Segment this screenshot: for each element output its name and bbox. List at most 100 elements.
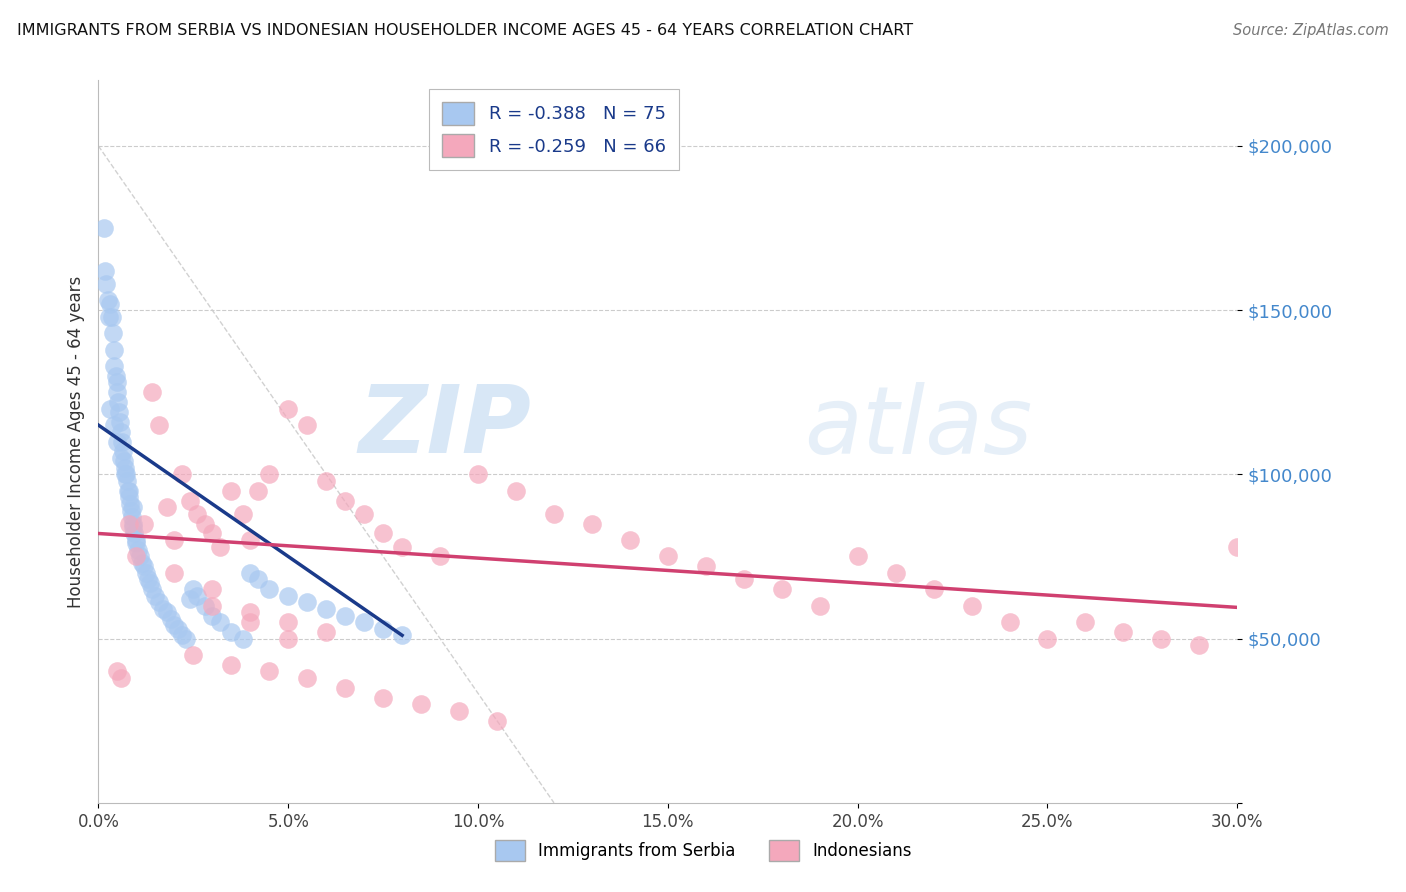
Point bbox=[371, 690, 394, 705]
Point bbox=[118, 516, 141, 531]
Point bbox=[100, 310, 122, 324]
Point bbox=[152, 602, 174, 616]
Point bbox=[1036, 632, 1059, 646]
Point bbox=[884, 566, 907, 580]
Point bbox=[770, 582, 793, 597]
Point bbox=[486, 714, 509, 728]
Point bbox=[108, 405, 131, 419]
Point bbox=[429, 549, 451, 564]
Point bbox=[163, 618, 186, 632]
Point bbox=[124, 526, 146, 541]
Point bbox=[239, 605, 262, 619]
Point bbox=[122, 520, 145, 534]
Point bbox=[131, 556, 153, 570]
Point bbox=[846, 549, 869, 564]
Point bbox=[1150, 632, 1173, 646]
Point bbox=[259, 582, 281, 597]
Point bbox=[391, 628, 413, 642]
Point bbox=[232, 507, 254, 521]
Point bbox=[156, 500, 179, 515]
Point bbox=[135, 566, 157, 580]
Point bbox=[194, 599, 217, 613]
Text: IMMIGRANTS FROM SERBIA VS INDONESIAN HOUSEHOLDER INCOME AGES 45 - 64 YEARS CORRE: IMMIGRANTS FROM SERBIA VS INDONESIAN HOU… bbox=[17, 23, 912, 38]
Point bbox=[156, 605, 179, 619]
Point bbox=[998, 615, 1021, 630]
Point bbox=[148, 595, 170, 609]
Point bbox=[315, 474, 337, 488]
Point bbox=[922, 582, 945, 597]
Point bbox=[733, 573, 755, 587]
Point bbox=[141, 385, 163, 400]
Point bbox=[179, 592, 201, 607]
Point bbox=[447, 704, 470, 718]
Point bbox=[145, 589, 167, 603]
Point bbox=[808, 599, 831, 613]
Point bbox=[136, 573, 159, 587]
Point bbox=[208, 615, 231, 630]
Point bbox=[167, 622, 190, 636]
Point bbox=[159, 612, 181, 626]
Legend: R = -0.388   N = 75, R = -0.259   N = 66: R = -0.388 N = 75, R = -0.259 N = 66 bbox=[429, 89, 679, 170]
Point bbox=[371, 526, 394, 541]
Point bbox=[335, 493, 357, 508]
Point bbox=[391, 540, 413, 554]
Point bbox=[107, 665, 129, 679]
Point bbox=[170, 628, 193, 642]
Point bbox=[505, 483, 527, 498]
Point bbox=[371, 622, 394, 636]
Point bbox=[194, 516, 217, 531]
Point bbox=[115, 474, 138, 488]
Point bbox=[105, 376, 128, 390]
Point bbox=[239, 566, 262, 580]
Point bbox=[315, 625, 337, 640]
Legend: Immigrants from Serbia, Indonesians: Immigrants from Serbia, Indonesians bbox=[488, 833, 918, 868]
Point bbox=[201, 608, 224, 623]
Point bbox=[114, 460, 136, 475]
Point bbox=[174, 632, 197, 646]
Point bbox=[246, 483, 269, 498]
Point bbox=[297, 671, 319, 685]
Point bbox=[277, 632, 299, 646]
Point bbox=[118, 483, 141, 498]
Point bbox=[118, 497, 141, 511]
Y-axis label: Householder Income Ages 45 - 64 years: Householder Income Ages 45 - 64 years bbox=[66, 276, 84, 607]
Point bbox=[98, 296, 121, 310]
Point bbox=[110, 425, 132, 439]
Point bbox=[93, 221, 115, 235]
Point bbox=[112, 444, 135, 458]
Point bbox=[111, 434, 134, 449]
Point bbox=[121, 500, 143, 515]
Point bbox=[98, 310, 121, 324]
Point bbox=[353, 615, 375, 630]
Point bbox=[297, 418, 319, 433]
Point bbox=[125, 536, 148, 550]
Point bbox=[353, 507, 375, 521]
Point bbox=[1188, 638, 1211, 652]
Point bbox=[141, 582, 163, 597]
Point bbox=[114, 467, 136, 482]
Point bbox=[201, 582, 224, 597]
Point bbox=[960, 599, 983, 613]
Point bbox=[97, 293, 120, 308]
Point bbox=[125, 549, 148, 564]
Point bbox=[581, 516, 603, 531]
Point bbox=[695, 559, 717, 574]
Point bbox=[112, 454, 135, 468]
Text: Source: ZipAtlas.com: Source: ZipAtlas.com bbox=[1233, 23, 1389, 38]
Point bbox=[221, 483, 243, 498]
Point bbox=[110, 415, 132, 429]
Point bbox=[297, 595, 319, 609]
Point bbox=[259, 665, 281, 679]
Point bbox=[259, 467, 281, 482]
Point bbox=[107, 385, 129, 400]
Point bbox=[148, 418, 170, 433]
Point bbox=[335, 608, 357, 623]
Point bbox=[121, 510, 143, 524]
Point bbox=[619, 533, 641, 547]
Point bbox=[132, 516, 155, 531]
Point bbox=[107, 395, 129, 409]
Point bbox=[179, 493, 201, 508]
Point bbox=[107, 434, 129, 449]
Point bbox=[104, 368, 127, 383]
Point bbox=[163, 566, 186, 580]
